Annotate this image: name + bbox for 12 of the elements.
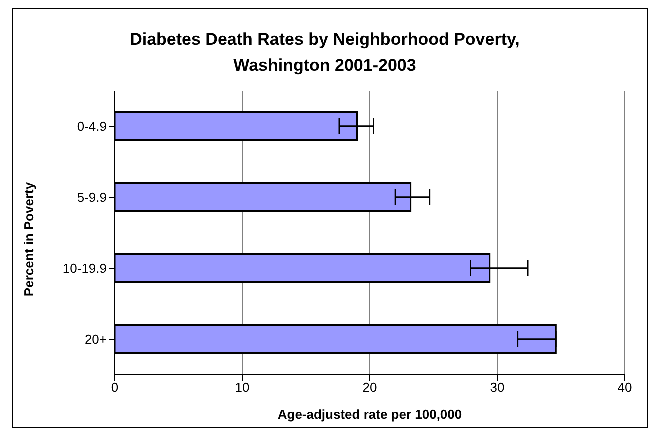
x-tick-label: 40: [618, 380, 632, 396]
x-tick-label: 0: [111, 380, 119, 396]
x-tick-label: 30: [490, 380, 505, 396]
y-axis-title: Percent in Poverty: [22, 182, 36, 296]
x-tick-label: 20: [362, 380, 378, 396]
y-tick-label: 0-4.9: [77, 119, 107, 134]
x-tick-label: 10: [235, 380, 250, 396]
y-tick-label: 20+: [84, 332, 107, 348]
chart-title: Diabetes Death Rates by Neighborhood Poverty, Washington 2001-2003: [129, 29, 521, 77]
x-axis-title: Age-adjusted rate per 100,000: [278, 407, 462, 422]
y-tick-label: 10-19.9: [62, 261, 107, 276]
y-tick-label: 5-9.9: [77, 190, 107, 206]
